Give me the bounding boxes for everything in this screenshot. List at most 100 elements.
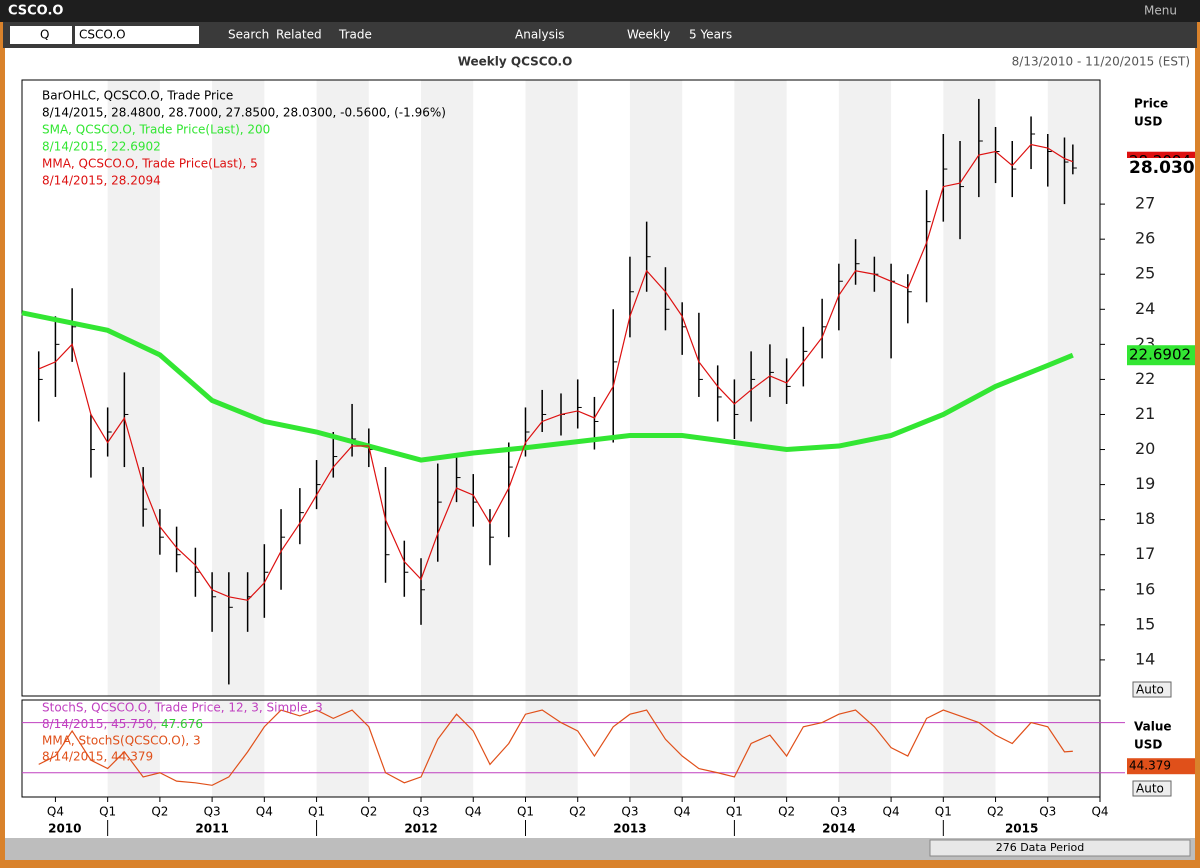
x-tick-label: Q3	[1039, 805, 1056, 819]
value-badge	[1127, 345, 1195, 366]
quarter-band	[316, 700, 369, 797]
quarter-band	[1047, 700, 1100, 797]
toolbar	[3, 22, 1197, 48]
mode-select[interactable]: Q	[40, 28, 49, 42]
x-tick-label: Q4	[47, 805, 64, 819]
quarter-band	[525, 80, 578, 696]
y-tick-label: 17	[1135, 544, 1155, 563]
chart-area	[5, 48, 1195, 838]
y-tick-label: 19	[1135, 474, 1155, 493]
y-axis-unit: USD	[1134, 738, 1162, 752]
legend-name: MMA, QCSCO.O, Trade Price(Last), 5	[42, 157, 258, 171]
scrollbar[interactable]	[5, 838, 1195, 860]
legend-detail-part: 8/14/2015, 45.750,	[42, 717, 157, 731]
scroll-thumb[interactable]	[929, 839, 1191, 857]
legend-detail: 8/14/2015, 22.6902	[42, 140, 161, 154]
y-tick-label: 18	[1135, 509, 1155, 528]
x-tick-label: Q1	[726, 805, 743, 819]
value-badge-text: 22.6902	[1129, 346, 1191, 364]
quarter-band	[212, 700, 265, 797]
y-tick-label: 24	[1135, 299, 1155, 318]
toolbar-button[interactable]: Search	[228, 28, 269, 42]
value-badge	[1127, 158, 1195, 178]
scale-mode: Auto	[1136, 782, 1164, 796]
quarter-band	[838, 80, 892, 696]
quarter-band	[316, 80, 369, 696]
toolbar-button[interactable]: Trade	[338, 28, 372, 42]
x-tick-label: Q4	[465, 805, 482, 819]
y-tick-label: 16	[1135, 579, 1155, 598]
x-tick-label: Q4	[883, 805, 900, 819]
legend-name: StochS, QCSCO.O, Trade Price, 12, 3, Sim…	[42, 701, 323, 715]
year-label: 2013	[613, 822, 646, 836]
mode-box[interactable]	[10, 26, 72, 44]
year-label: 2012	[404, 822, 437, 836]
quarter-band	[838, 700, 892, 797]
toolbar-button[interactable]: Related	[276, 28, 322, 42]
data-period: 276 Data Period	[996, 841, 1085, 854]
stoch-plot-border	[21, 699, 1101, 798]
title-bar	[0, 0, 1200, 22]
value-badge	[1127, 758, 1195, 775]
y-tick-label: 25	[1135, 264, 1155, 283]
x-tick-label: Q1	[99, 805, 116, 819]
window-title: CSCO.O	[8, 4, 63, 19]
y-tick-label: 20	[1135, 439, 1155, 458]
x-tick-label: Q3	[412, 805, 429, 819]
x-tick-label: Q3	[830, 805, 847, 819]
year-label: 2015	[1005, 822, 1038, 836]
symbol-input[interactable]	[75, 26, 199, 44]
x-tick-label: Q2	[151, 805, 168, 819]
legend-name: BarOHLC, QCSCO.O, Trade Price	[42, 89, 233, 103]
quarter-band	[734, 700, 787, 797]
legend-detail: 8/14/2015, 28.4800, 28.7000, 27.8500, 28…	[42, 106, 446, 120]
y-tick-label: 22	[1135, 369, 1155, 388]
quarter-band	[629, 700, 683, 797]
toolbar-button[interactable]: Weekly	[627, 28, 670, 42]
mma-line	[38, 143, 1074, 601]
legend-detail: 8/14/2015, 45.750, 47.676	[42, 717, 203, 731]
price-plot-border	[21, 79, 1101, 697]
scale-box	[1132, 681, 1172, 698]
y-tick-label: 21	[1135, 404, 1155, 423]
toolbar-button[interactable]: 5 Years	[689, 28, 732, 42]
menu-button[interactable]: Menu	[1144, 4, 1177, 18]
quarter-band	[107, 700, 160, 797]
x-tick-label: Q3	[204, 805, 221, 819]
legend-detail-extra: 47.676	[161, 717, 203, 731]
toolbar-button[interactable]: Analysis	[515, 28, 564, 42]
x-tick-label: Q1	[517, 805, 534, 819]
quarter-band	[734, 80, 787, 696]
legend-detail: 8/14/2015, 28.2094	[42, 174, 161, 188]
chart-title: Weekly QCSCO.O	[458, 55, 573, 69]
x-tick-label: Q1	[935, 805, 952, 819]
x-tick-label: Q2	[987, 805, 1004, 819]
x-tick-label: Q1	[308, 805, 325, 819]
value-badge-text: 28.030	[1129, 158, 1195, 178]
y-tick-label: 14	[1135, 649, 1155, 668]
quarter-band	[943, 80, 996, 696]
y-tick-label: 15	[1135, 614, 1155, 633]
value-badge-text: 44.379	[1129, 759, 1171, 773]
y-tick-label: 26	[1135, 229, 1155, 248]
date-range: 8/13/2010 - 11/20/2015 (EST)	[1012, 55, 1190, 69]
y-axis-unit: USD	[1134, 115, 1162, 129]
quarter-band	[525, 700, 578, 797]
stoch-line	[38, 709, 1073, 786]
scale-mode: Auto	[1136, 683, 1164, 697]
y-axis-label: Value	[1134, 720, 1172, 734]
symbol-text[interactable]: CSCO.O	[79, 28, 126, 42]
x-tick-label: Q4	[1091, 805, 1108, 819]
year-label: 2010	[48, 822, 81, 836]
y-axis-label: Price	[1134, 97, 1168, 111]
quarter-band	[212, 80, 265, 696]
x-tick-label: Q2	[569, 805, 586, 819]
quarter-band	[943, 700, 996, 797]
quarter-band	[1047, 80, 1100, 696]
legend-detail: 8/14/2015, 44.379	[42, 750, 153, 764]
x-tick-label: Q3	[621, 805, 638, 819]
quarter-band	[629, 80, 683, 696]
sma-line	[21, 310, 1074, 463]
quarter-band	[107, 80, 160, 696]
